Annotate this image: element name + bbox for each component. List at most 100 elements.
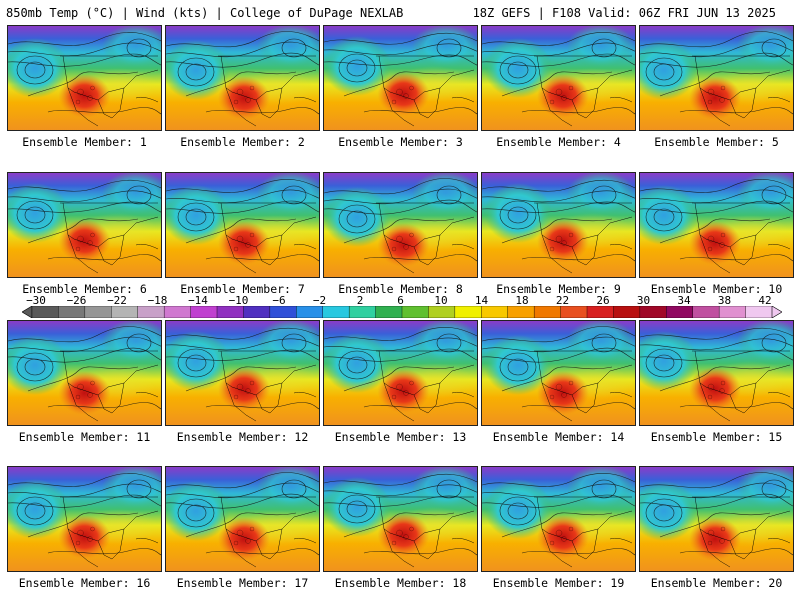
colorbar-right-arrow <box>771 306 782 318</box>
ensemble-map-panel <box>165 320 320 426</box>
colorbar-tick-label: −2 <box>312 294 327 307</box>
colorbar-swatch <box>296 306 324 318</box>
colorbar-swatch <box>163 306 192 318</box>
ensemble-member-label: Ensemble Member: 11 <box>18 430 151 444</box>
temperature-map <box>8 467 161 571</box>
ensemble-member-label: Ensemble Member: 19 <box>492 576 625 590</box>
ensemble-member-label: Ensemble Member: 10 <box>650 282 783 296</box>
ensemble-member-label: Ensemble Member: 4 <box>496 135 621 149</box>
temperature-map <box>166 26 319 130</box>
colorbar-swatch <box>454 306 482 318</box>
ensemble-member-label: Ensemble Member: 16 <box>18 576 151 590</box>
temperature-map <box>8 173 161 277</box>
ensemble-map-panel <box>323 466 478 572</box>
temperature-map <box>482 173 635 277</box>
temperature-map <box>640 26 793 130</box>
colorbar-swatch <box>137 306 165 318</box>
ensemble-member-label: Ensemble Member: 7 <box>180 282 305 296</box>
colorbar-swatch <box>586 306 614 318</box>
temperature-map <box>324 467 477 571</box>
colorbar-swatch <box>322 306 350 318</box>
colorbar-tick-label: 22 <box>555 294 570 307</box>
colorbar-swatch <box>613 306 641 318</box>
ensemble-member-label: Ensemble Member: 18 <box>334 576 467 590</box>
temperature-map <box>324 26 477 130</box>
ensemble-map-panel <box>7 466 162 572</box>
color-legend-bar <box>22 306 782 318</box>
ensemble-member-label: Ensemble Member: 1 <box>22 135 147 149</box>
colorbar-tick-label: −14 <box>188 294 208 307</box>
colorbar-swatch <box>269 306 297 318</box>
ensemble-map-panel <box>481 466 636 572</box>
ensemble-map-panel <box>323 25 478 131</box>
ensemble-member-label: Ensemble Member: 13 <box>334 430 467 444</box>
colorbar-swatch <box>243 306 271 318</box>
colorbar-swatch <box>692 306 720 318</box>
ensemble-map-panel <box>7 172 162 278</box>
colorbar-tick-label: −6 <box>272 294 286 307</box>
ensemble-map-panel <box>481 320 636 426</box>
colorbar-tick-label: 42 <box>758 294 772 307</box>
ensemble-map-panel <box>165 466 320 572</box>
ensemble-member-label: Ensemble Member: 20 <box>650 576 783 590</box>
ensemble-map-panel <box>639 172 794 278</box>
colorbar-swatch <box>639 306 667 318</box>
colorbar-swatch <box>31 306 59 318</box>
temperature-map <box>482 467 635 571</box>
temperature-map <box>166 173 319 277</box>
colorbar-swatch <box>533 306 562 318</box>
colorbar-swatch <box>428 306 456 318</box>
colorbar-swatch <box>111 306 139 318</box>
ensemble-map-panel <box>7 25 162 131</box>
color-legend-labels: −30 −26 −22 −18 −14 −10 −6 −2 2 6 10 14 18 22 26 30 34 38… <box>0 294 800 307</box>
colorbar-tick-label: −22 <box>107 294 127 307</box>
temperature-map <box>166 321 319 425</box>
colorbar-tick-label: 14 <box>474 294 489 307</box>
colorbar-tick-label: 2 <box>356 294 364 307</box>
ensemble-member-label: Ensemble Member: 17 <box>176 576 309 590</box>
temperature-map <box>166 467 319 571</box>
ensemble-map-panel <box>639 320 794 426</box>
colorbar-tick-label: 26 <box>596 294 610 307</box>
colorbar-swatch <box>190 306 218 318</box>
colorbar-tick-label: −18 <box>147 294 168 307</box>
header: 850mb Temp (°C) | Wind (kts) | College o… <box>0 0 800 24</box>
ensemble-member-label: Ensemble Member: 15 <box>650 430 783 444</box>
colorbar-tick-label: 6 <box>397 294 404 307</box>
ensemble-member-label: Ensemble Member: 12 <box>176 430 309 444</box>
ensemble-map-panel <box>165 25 320 131</box>
ensemble-map-panel <box>7 320 162 426</box>
ensemble-map-panel <box>481 172 636 278</box>
colorbar-swatch <box>84 306 112 318</box>
colorbar-tick-label: −30 <box>26 294 46 307</box>
temperature-map <box>640 467 793 571</box>
colorbar-swatch <box>216 306 244 318</box>
colorbar-tick-label: 38 <box>717 294 732 307</box>
colorbar-swatch <box>745 306 773 318</box>
ensemble-member-label: Ensemble Member: 14 <box>492 430 625 444</box>
colorbar-tick-label: −10 <box>228 294 249 307</box>
temperature-map <box>324 321 477 425</box>
temperature-map <box>482 26 635 130</box>
header-title-left: 850mb Temp (°C) | Wind (kts) | College o… <box>6 6 404 20</box>
ensemble-map-panel <box>481 25 636 131</box>
colorbar-left-arrow <box>22 306 33 318</box>
colorbar-tick-label: 18 <box>515 294 529 307</box>
colorbar-tick-label: 30 <box>636 294 651 307</box>
colorbar-tick-label: −26 <box>66 294 87 307</box>
temperature-map <box>482 321 635 425</box>
colorbar-swatch <box>401 306 429 318</box>
colorbar-swatch <box>58 306 86 318</box>
colorbar-tick-label: 34 <box>677 294 691 307</box>
ensemble-map-panel <box>639 25 794 131</box>
colorbar-swatch <box>666 306 694 318</box>
ensemble-member-label: Ensemble Member: 3 <box>338 135 463 149</box>
colorbar-tick-label: 10 <box>434 294 448 307</box>
ensemble-member-label: Ensemble Member: 6 <box>22 282 147 296</box>
colorbar-swatch <box>507 306 535 318</box>
ensemble-member-label: Ensemble Member: 5 <box>654 135 779 149</box>
ensemble-map-panel <box>639 466 794 572</box>
temperature-map <box>640 321 793 425</box>
ensemble-member-label: Ensemble Member: 2 <box>180 135 305 149</box>
colorbar-swatch <box>481 306 509 318</box>
